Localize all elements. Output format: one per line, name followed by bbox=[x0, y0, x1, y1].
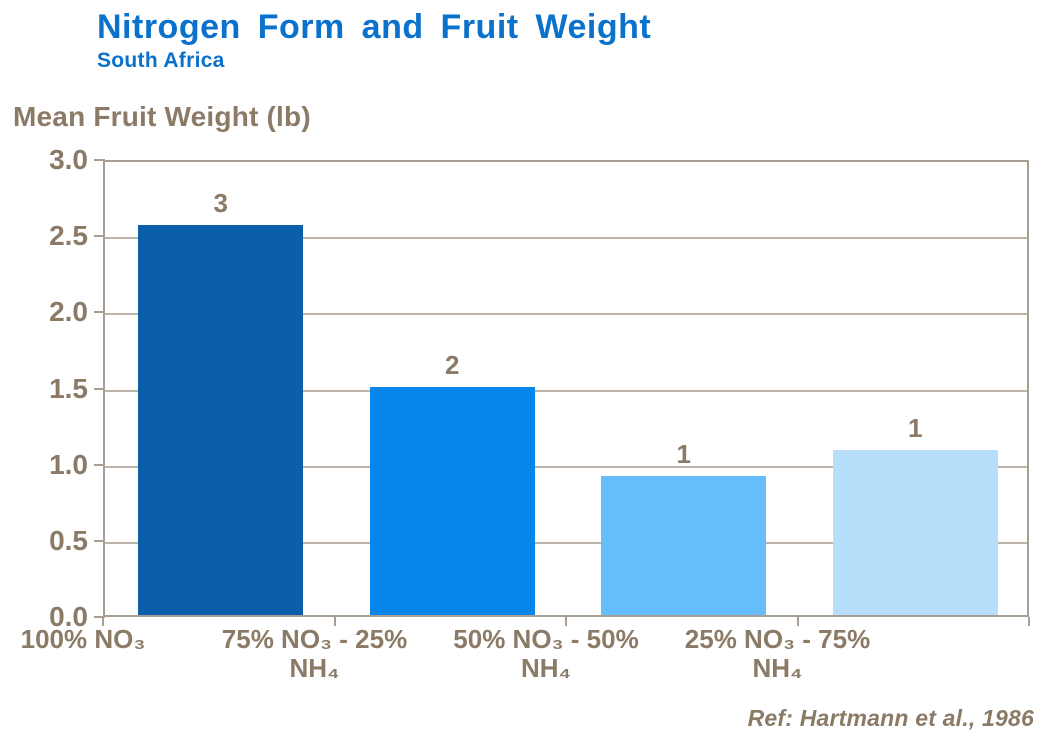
x-category-label: 25% NO₃ - 75% NH₄ bbox=[684, 624, 871, 684]
y-axis-title: Mean Fruit Weight (lb) bbox=[13, 101, 311, 132]
x-category-label: 50% NO₃ - 50% NH₄ bbox=[453, 624, 639, 684]
x-tick-mark bbox=[1028, 617, 1030, 626]
y-tick-label: 3.0 bbox=[49, 144, 88, 175]
reference-text: Ref: Hartmann et al., 1986 bbox=[747, 705, 1034, 731]
y-tick-label: 1.5 bbox=[49, 372, 88, 404]
bar-data-label: 1 bbox=[676, 439, 691, 470]
y-tick-mark bbox=[94, 235, 105, 238]
gridline bbox=[105, 237, 1027, 240]
plot-area: 3 2 1 1 bbox=[103, 160, 1029, 617]
y-tick-mark bbox=[94, 311, 105, 314]
bar-data-label: 3 bbox=[213, 188, 228, 219]
y-tick-mark bbox=[94, 616, 105, 618]
chart-subtitle: South Africa bbox=[97, 49, 225, 72]
y-tick-label: 2.5 bbox=[49, 220, 88, 252]
y-tick-label: 1.0 bbox=[49, 448, 88, 480]
y-tick-label: 2.0 bbox=[49, 296, 88, 328]
y-tick-mark bbox=[94, 159, 105, 161]
bar-data-label: 1 bbox=[908, 413, 923, 444]
x-tick-mark bbox=[796, 617, 799, 626]
chart-title: Nitrogen Form and Fruit Weight bbox=[97, 8, 652, 46]
bar-25% NO₃ - 75% NH₄ bbox=[832, 450, 998, 615]
bar-100% NO₃ bbox=[138, 225, 304, 615]
x-tick-mark bbox=[565, 617, 567, 626]
gridline bbox=[105, 389, 1027, 392]
bar-data-label: 2 bbox=[445, 349, 460, 380]
x-category-label: 100% NO₃ bbox=[20, 624, 146, 654]
y-tick-mark bbox=[94, 387, 105, 390]
y-tick-label: 0.5 bbox=[49, 524, 88, 556]
gridline bbox=[105, 541, 1027, 544]
y-tick-mark bbox=[94, 539, 105, 542]
x-tick-mark bbox=[102, 617, 104, 626]
bar-50% NO₃ - 50% NH₄ bbox=[601, 476, 767, 615]
y-tick-mark bbox=[94, 463, 105, 466]
bar-75% NO₃ - 25% NH₄ bbox=[369, 386, 535, 615]
gridline bbox=[105, 465, 1027, 468]
x-tick-mark bbox=[333, 617, 336, 626]
x-category-label: 75% NO₃ - 25% NH₄ bbox=[221, 624, 408, 684]
y-tick-label: 0.0 bbox=[49, 601, 88, 632]
gridline bbox=[105, 313, 1027, 316]
